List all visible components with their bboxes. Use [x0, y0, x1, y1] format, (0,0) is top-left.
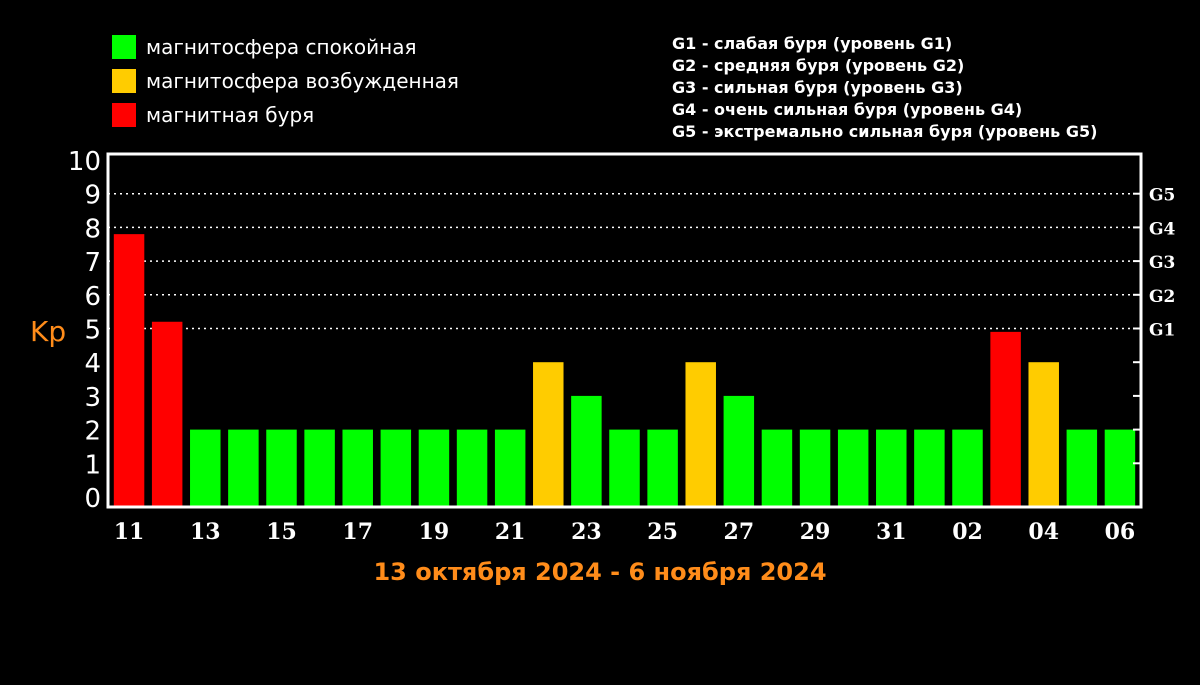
- bar-25: [647, 429, 678, 507]
- y-tick-label-1: 1: [84, 450, 101, 480]
- bar-04: [1028, 362, 1059, 507]
- storm-level-list: G1 - слабая буря (уровень G1) G2 - средн…: [672, 33, 1097, 143]
- right-tick-label-g2: G2: [1149, 287, 1175, 307]
- storm-level-g3: G3 - сильная буря (уровень G3): [672, 78, 963, 97]
- bar-13: [190, 429, 221, 507]
- x-tick-label-19: 19: [419, 519, 450, 545]
- y-tick-label-10: 10: [68, 147, 101, 177]
- x-tick-label-02: 02: [952, 519, 983, 545]
- legend-swatch-excited: [112, 69, 136, 93]
- legend-swatch-calm: [112, 35, 136, 59]
- bar-20: [456, 429, 488, 507]
- bar-28: [761, 429, 793, 507]
- bar-01: [914, 429, 945, 507]
- y-tick-label-6: 6: [84, 282, 101, 312]
- y-tick-label-2: 2: [84, 417, 101, 447]
- bar-03: [990, 331, 1021, 507]
- y-tick-label-9: 9: [84, 181, 101, 211]
- x-tick-label-31: 31: [876, 519, 907, 545]
- plot-frame: [106, 152, 1143, 509]
- bar-15: [266, 429, 297, 507]
- y-tick-label-7: 7: [84, 248, 101, 278]
- right-tick-label-g4: G4: [1149, 219, 1176, 239]
- bar-27: [723, 395, 755, 507]
- y-tick-label-5: 5: [84, 316, 101, 346]
- bar-23: [571, 395, 602, 507]
- bar-06: [1104, 429, 1136, 507]
- y-tick-label-3: 3: [84, 383, 101, 413]
- legend-swatch-storm: [112, 103, 136, 127]
- bar-21: [494, 429, 526, 507]
- right-tick-label-g1: G1: [1149, 321, 1175, 341]
- x-tick-label-04: 04: [1028, 519, 1059, 545]
- bar-26: [685, 362, 716, 507]
- date-range-caption: 13 октября 2024 - 6 ноября 2024: [373, 558, 827, 586]
- x-tick-label-17: 17: [342, 519, 373, 545]
- x-tick-label-27: 27: [724, 519, 755, 545]
- bar-16: [304, 429, 335, 507]
- x-tick-label-29: 29: [800, 519, 831, 545]
- bar-17: [342, 429, 373, 507]
- x-tick-label-11: 11: [114, 519, 145, 545]
- y-tick-label-0: 0: [84, 484, 101, 514]
- legend-label-storm: магнитная буря: [146, 103, 315, 127]
- legend-label-excited: магнитосфера возбужденная: [146, 69, 459, 93]
- bar-31: [876, 429, 907, 507]
- right-tick-label-g5: G5: [1149, 186, 1175, 206]
- bar-02: [952, 429, 983, 507]
- bar-30: [837, 429, 869, 507]
- x-tick-label-23: 23: [571, 519, 602, 545]
- x-tick-label-25: 25: [647, 519, 678, 545]
- x-tick-label-15: 15: [266, 519, 297, 545]
- bar-29: [799, 429, 831, 507]
- storm-level-g5: G5 - экстремально сильная буря (уровень …: [672, 122, 1098, 141]
- bar-14: [228, 429, 259, 507]
- x-tick-label-13: 13: [190, 519, 221, 545]
- bar-22: [533, 362, 564, 507]
- bar-05: [1066, 429, 1098, 507]
- y-tick-label-8: 8: [84, 214, 101, 244]
- legend-label-calm: магнитосфера спокойная: [146, 35, 417, 59]
- bar-24: [609, 429, 640, 507]
- y-tick-label-4: 4: [84, 349, 101, 379]
- bar-18: [380, 429, 412, 507]
- storm-level-g4: G4 - очень сильная буря (уровень G4): [672, 100, 1023, 119]
- right-tick-label-g3: G3: [1149, 253, 1175, 273]
- x-tick-label-06: 06: [1105, 519, 1136, 545]
- storm-level-g2: G2 - средняя буря (уровень G2): [672, 56, 965, 75]
- storm-level-g1: G1 - слабая буря (уровень G1): [672, 34, 953, 53]
- bar-11: [113, 234, 145, 507]
- y-axis-label: Kp: [30, 315, 66, 348]
- bar-12: [151, 321, 183, 507]
- bar-19: [418, 429, 450, 507]
- x-tick-label-21: 21: [495, 519, 526, 545]
